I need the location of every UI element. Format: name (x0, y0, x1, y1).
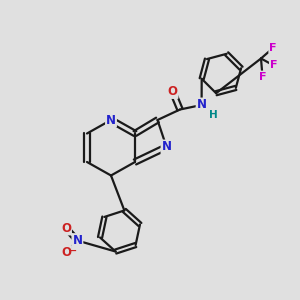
Text: F: F (270, 60, 278, 70)
Text: N: N (196, 98, 207, 112)
Text: N: N (106, 113, 116, 127)
Text: O: O (61, 246, 71, 259)
Text: N: N (161, 140, 172, 154)
Text: O: O (61, 221, 71, 235)
Text: H: H (208, 110, 217, 121)
Text: F: F (259, 71, 266, 82)
Text: −: − (68, 246, 77, 256)
Text: O: O (167, 85, 178, 98)
Text: N: N (72, 234, 82, 247)
Text: F: F (269, 43, 277, 53)
